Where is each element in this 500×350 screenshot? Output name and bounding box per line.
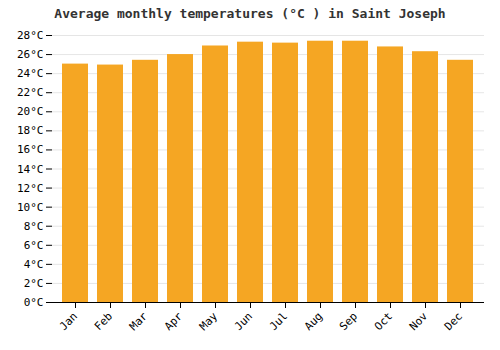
svg-text:28°C: 28°C: [17, 29, 44, 42]
svg-text:24°C: 24°C: [17, 67, 44, 80]
svg-text:Jan: Jan: [57, 310, 80, 333]
svg-text:Jun: Jun: [232, 310, 255, 333]
svg-text:Dec: Dec: [442, 310, 465, 333]
svg-text:Jul: Jul: [267, 310, 290, 333]
svg-text:14°C: 14°C: [17, 163, 44, 176]
svg-text:26°C: 26°C: [17, 48, 44, 61]
svg-text:May: May: [197, 309, 221, 333]
svg-text:8°C: 8°C: [24, 220, 44, 233]
svg-text:Apr: Apr: [162, 309, 186, 333]
svg-text:2°C: 2°C: [24, 277, 44, 290]
html-text:Average monthly temperatures (: Average monthly temperatures (°C ) in Sa…: [54, 6, 446, 21]
svg-text:6°C: 6°C: [24, 239, 44, 252]
svg-text:10°C: 10°C: [17, 201, 44, 214]
svg-text:16°C: 16°C: [17, 143, 44, 156]
svg-text:Feb: Feb: [92, 310, 115, 333]
svg-text:4°C: 4°C: [24, 258, 44, 271]
svg-text:12°C: 12°C: [17, 182, 44, 195]
svg-text:0°C: 0°C: [24, 296, 44, 309]
svg-text:Nov: Nov: [407, 309, 431, 333]
svg-text:20°C: 20°C: [17, 105, 44, 118]
svg-text:Oct: Oct: [372, 310, 395, 333]
svg-text:18°C: 18°C: [17, 124, 44, 137]
svg-text:Sep: Sep: [337, 310, 360, 333]
svg-text:Aug: Aug: [302, 310, 325, 333]
svg-text:22°C: 22°C: [17, 86, 44, 99]
svg-text:Mar: Mar: [127, 309, 151, 333]
